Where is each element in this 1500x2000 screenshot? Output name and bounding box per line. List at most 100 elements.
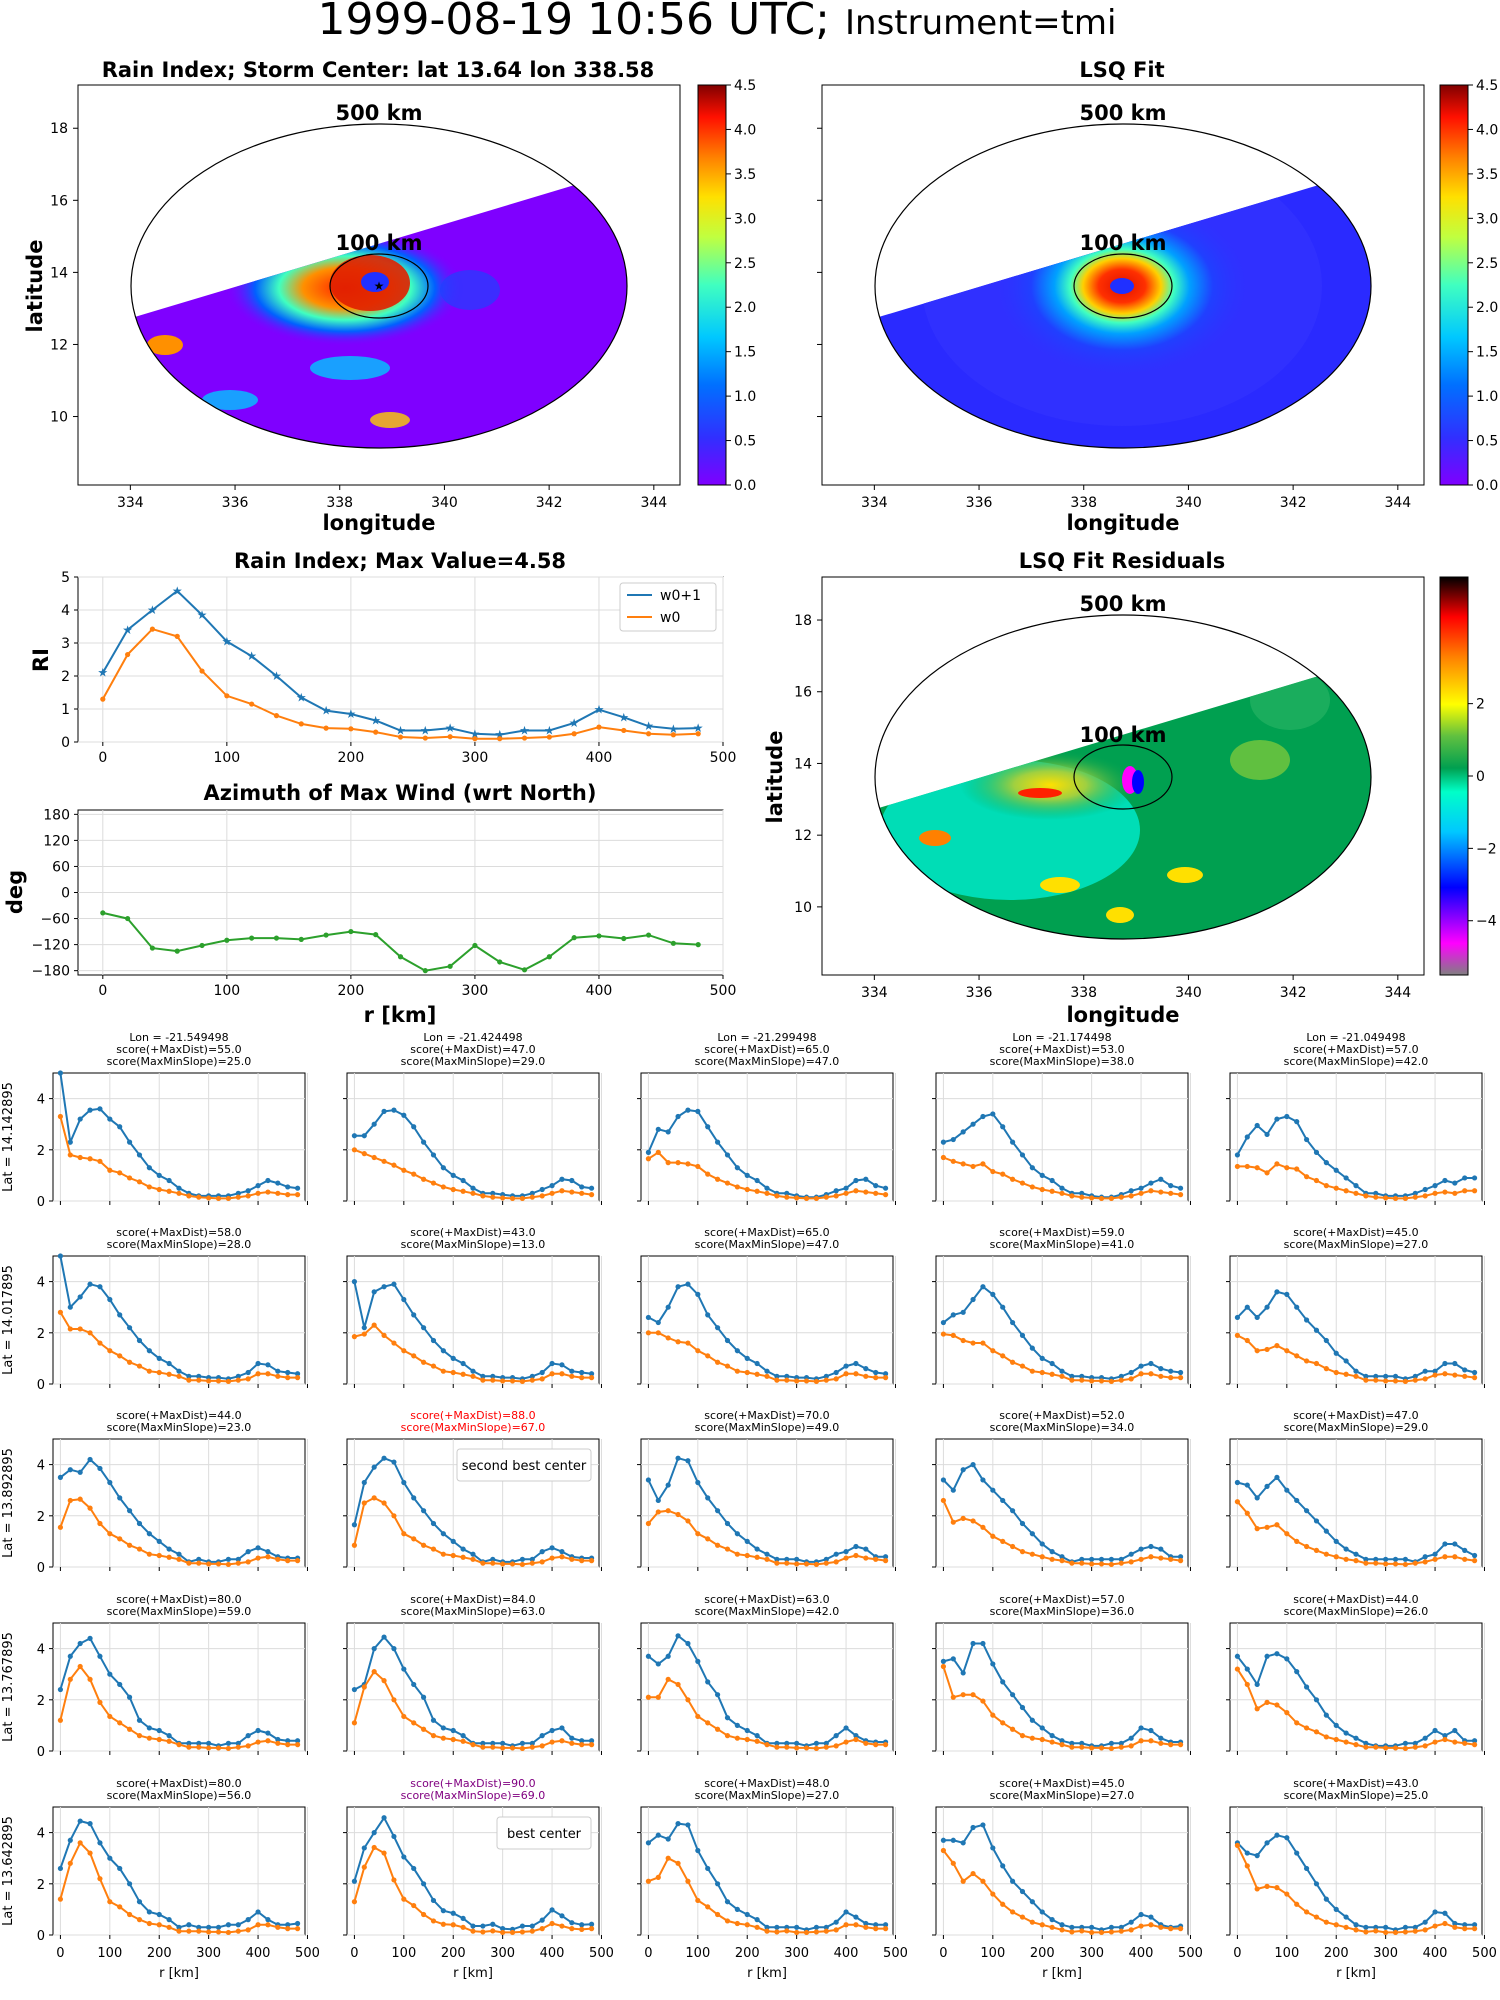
rain-profile-point-0: ★ xyxy=(420,723,431,737)
grid-r3-c0-point-0 xyxy=(67,1653,73,1659)
grid-r4-c4-point-1 xyxy=(1442,1920,1448,1927)
grid-r4-c3-point-1 xyxy=(1009,1909,1016,1915)
grid-r1-c1-point-1 xyxy=(391,1340,397,1346)
grid-r3-c2-point-0 xyxy=(754,1733,760,1739)
grid-r2-c2-point-1 xyxy=(833,1559,839,1565)
grid-r0-c3-point-0 xyxy=(1019,1152,1026,1158)
grid-r3-c2-point-0 xyxy=(705,1679,711,1685)
grid-r0-c3-point-0 xyxy=(1039,1172,1045,1178)
grid-r3-c1-point-0 xyxy=(490,1740,496,1746)
grid-r1-c2-point-1 xyxy=(754,1371,760,1377)
grid-r1-c3-point-1 xyxy=(1029,1368,1035,1374)
grid-r4-c0-point-0 xyxy=(285,1922,291,1928)
grid-r2-c0-point-1 xyxy=(235,1560,241,1566)
grid-r1-c1-point-0 xyxy=(401,1296,407,1303)
grid-r2-c3-point-0 xyxy=(1079,1556,1085,1562)
grid-r0-c1-point-0 xyxy=(539,1186,545,1193)
grid-r0-c1-point-0 xyxy=(490,1190,496,1196)
grid-r3-c4-point-0 xyxy=(1333,1722,1339,1728)
grid-r3-c4-point-1 xyxy=(1412,1744,1418,1750)
grid-r0-c1-point-1 xyxy=(430,1180,437,1186)
rain-profile-point-1 xyxy=(422,735,428,741)
grid-r4-c1-point-0 xyxy=(549,1907,555,1913)
grid-r1-c0-point-0 xyxy=(255,1360,261,1367)
grid-r4-c2-point-1 xyxy=(734,1920,740,1927)
grid-r2-c3-point-1 xyxy=(1158,1555,1164,1561)
grid-r0-c3-point-0 xyxy=(1158,1176,1164,1182)
grid-r0-c1-point-1 xyxy=(519,1195,526,1202)
grid-r3-c0-point-0 xyxy=(255,1727,261,1734)
grid-r4-c4-point-0 xyxy=(1353,1922,1359,1928)
grid-r1-c0-point-1 xyxy=(215,1378,222,1384)
grid-r1-c4-point-0 xyxy=(1383,1373,1389,1379)
grid-col-lon: Lon = -21.299498 xyxy=(717,1031,816,1044)
grid-gridlines xyxy=(1230,1439,1485,1568)
grid-r1-c1-point-1 xyxy=(500,1378,506,1384)
grid-r2-c3-point-1 xyxy=(1148,1554,1154,1560)
rain-profile-point-0: ★ xyxy=(296,690,307,704)
grid-r0-c4-point-0 xyxy=(1323,1160,1329,1166)
grid-cell-r4-c1: score(MaxMinSlope)=69.0score(+MaxDist)=9… xyxy=(343,1777,614,1981)
grid-r0-c1-point-0 xyxy=(381,1108,387,1114)
grid-r0-c1-point-0 xyxy=(460,1177,466,1184)
grid-r0-c4-point-0 xyxy=(1254,1122,1260,1129)
grid-r4-c3-point-0 xyxy=(1029,1899,1035,1905)
grid-r1-c1-point-0 xyxy=(539,1369,545,1376)
azimuth-y-tick-label: −120 xyxy=(32,938,70,954)
grid-r1-c0-point-0 xyxy=(77,1294,83,1300)
grid-r2-c0-point-0 xyxy=(156,1538,162,1544)
grid-r3-c3-point-1 xyxy=(940,1663,947,1670)
grid-r0-c0-point-1 xyxy=(136,1179,143,1185)
grid-r2-c3-point-1 xyxy=(1079,1560,1085,1566)
grid-r4-c4-point-0 xyxy=(1363,1924,1369,1930)
grid-score-maxminslope: score(MaxMinSlope)=28.0 xyxy=(107,1238,252,1251)
grid-r0-c3-point-0 xyxy=(1168,1183,1174,1189)
grid-r1-c3-point-1 xyxy=(1049,1371,1055,1377)
grid-r0-c3-point-1 xyxy=(1118,1194,1124,1200)
grid-cell-r0-c1: score(MaxMinSlope)=29.0score(+MaxDist)=4… xyxy=(343,1031,602,1205)
grid-r2-c2-point-0 xyxy=(843,1549,849,1555)
grid-r1-c4-point-1 xyxy=(1303,1358,1310,1364)
grid-r3-c3-point-0 xyxy=(990,1661,996,1667)
grid-r2-c1-point-1 xyxy=(559,1554,565,1560)
azimuth-point-0 xyxy=(397,954,404,960)
grid-score-maxdist: score(+MaxDist)=48.0 xyxy=(704,1777,829,1790)
grid-r2-c3-point-1 xyxy=(1118,1560,1124,1566)
grid-r0-c0-point-0 xyxy=(87,1107,93,1113)
grid-r4-c4-point-0 xyxy=(1462,1922,1468,1928)
grid-r3-c3-point-0 xyxy=(960,1670,966,1676)
grid-r2-c4-point-0 xyxy=(1343,1546,1349,1552)
grid-r2-c4-point-1 xyxy=(1313,1547,1320,1553)
grid-r3-c1-point-1 xyxy=(509,1745,516,1751)
grid-r3-c4-point-0 xyxy=(1264,1653,1270,1659)
grid-r3-c4-point-1 xyxy=(1383,1745,1389,1751)
grid-r3-c0-point-1 xyxy=(156,1736,162,1743)
grid-r2-c0-y-tick-label: 2 xyxy=(37,1510,45,1525)
grid-r0-c0-point-1 xyxy=(166,1188,172,1194)
grid-cell-r1-c3: score(MaxMinSlope)=41.0score(+MaxDist)=5… xyxy=(932,1226,1191,1388)
lsq-map-y-ticks xyxy=(817,127,822,418)
grid-r0-c3-point-0 xyxy=(960,1129,966,1135)
grid-r1-c2-point-0 xyxy=(784,1373,790,1379)
grid-r4-c3-point-1 xyxy=(990,1891,996,1897)
grid-r3-c2-point-0 xyxy=(655,1661,661,1667)
grid-r3-c1-point-0 xyxy=(351,1686,358,1693)
grid-series xyxy=(940,1462,1184,1568)
grid-r1-c2-point-0 xyxy=(853,1360,859,1367)
grid-r2-c0-point-1 xyxy=(87,1505,93,1511)
grid-r0-c0-point-0 xyxy=(117,1124,123,1130)
grid-r3-c1-point-1 xyxy=(411,1720,417,1726)
grid-r2-c3-point-0 xyxy=(950,1487,956,1493)
rain-profile-point-0: ★ xyxy=(569,716,580,730)
grid-r1-c0-point-0 xyxy=(87,1281,93,1287)
grid-r3-c2-point-1 xyxy=(645,1694,652,1700)
grid-r1-c4-point-1 xyxy=(1462,1373,1468,1379)
grid-r2-c3-point-1 xyxy=(1039,1554,1045,1560)
grid-r4-c2-point-0 xyxy=(714,1881,721,1887)
grid-r1-c4-point-1 xyxy=(1264,1346,1270,1353)
grid-r0-c3-point-0 xyxy=(940,1139,947,1145)
grid-r0-c2-point-0 xyxy=(754,1177,760,1184)
grid-r3-c0-point-0 xyxy=(265,1730,271,1736)
grid-r4-c2-point-1 xyxy=(784,1928,790,1934)
rain-profile-point-1 xyxy=(273,713,280,719)
